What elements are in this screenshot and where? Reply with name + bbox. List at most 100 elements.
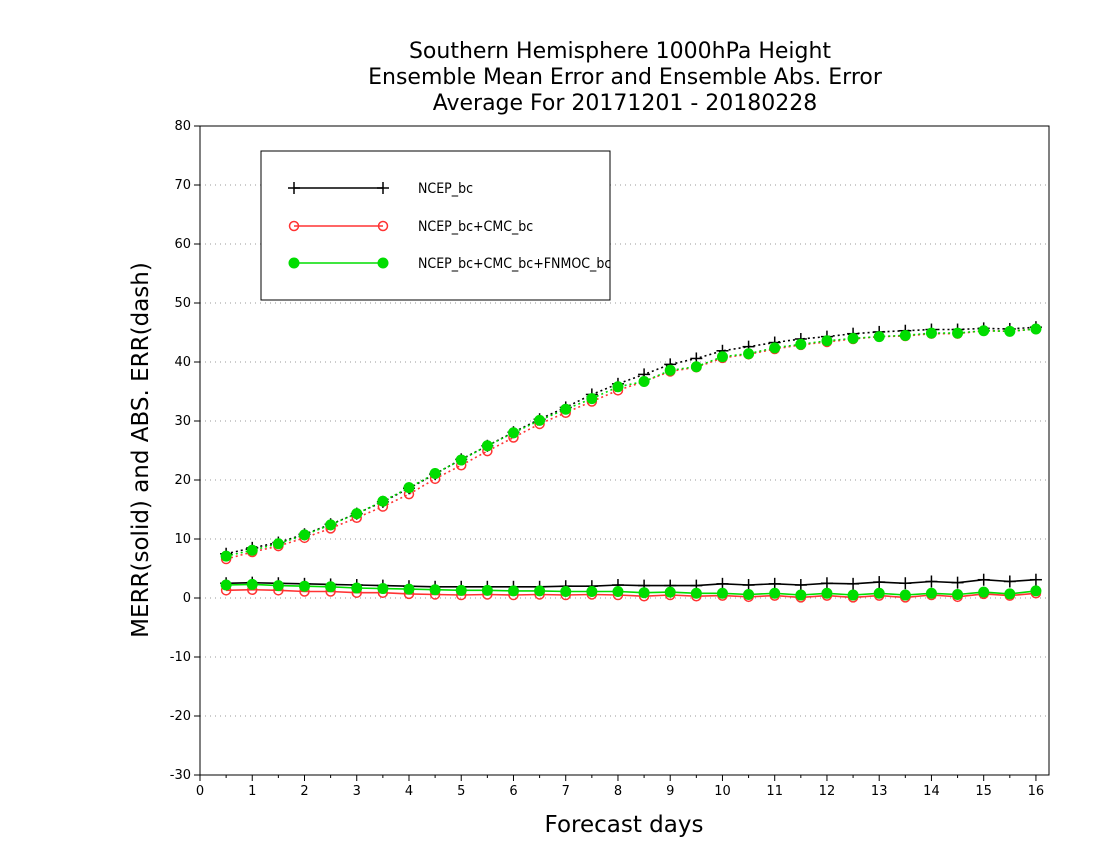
series-2-merr-point [586, 586, 598, 598]
series-2-merr-point [847, 589, 859, 601]
legend-marker-open-circle-icon [288, 220, 300, 232]
series-2-abs-err-point [1004, 325, 1016, 337]
series-2-merr-point [246, 578, 258, 590]
series-2-abs-err-point [586, 393, 598, 405]
x-tick-label: 7 [562, 784, 570, 799]
x-tick-label: 0 [196, 784, 204, 799]
series-0-merr-point [925, 575, 938, 588]
legend: NCEP_bc NCEP_bc+CMC_bc NCEP_bc+CMC_bc+FN… [260, 150, 611, 301]
x-tick-label: 11 [766, 784, 783, 799]
title-line-3: Average For 20171201 - 20180228 [433, 91, 818, 116]
series-2-merr-point [560, 586, 572, 598]
series-2-merr-point [220, 579, 232, 591]
legend-label-ncep-cmc: NCEP_bc+CMC_bc [418, 219, 533, 235]
series-2-merr-point [377, 583, 389, 595]
series-2-abs-err-point [534, 414, 546, 426]
legend-label-ncep-bc: NCEP_bc [418, 181, 473, 197]
series-2-merr-point [769, 587, 781, 599]
series-2-abs-err-point [978, 325, 990, 337]
x-tick-label: 6 [509, 784, 517, 799]
series-2-abs-err-point [272, 538, 284, 550]
series-0-merr-point [951, 576, 964, 589]
series-2-abs-err-point [821, 335, 833, 347]
y-tick-label: 0 [183, 591, 191, 606]
series [220, 321, 1042, 603]
y-tick-label: 60 [174, 237, 191, 252]
series-2-abs-err-point [325, 519, 337, 531]
series-0-merr-point [873, 576, 886, 589]
series-2-merr-point [1030, 585, 1042, 597]
y-tick-label: -20 [170, 709, 191, 724]
series-2-abs-err-point [769, 342, 781, 354]
legend-item-ncep-cmc: NCEP_bc+CMC_bc [288, 219, 533, 235]
series-2-merr-point [272, 580, 284, 592]
x-tick-label: 5 [457, 784, 465, 799]
series-2-abs-err-point [403, 482, 415, 494]
series-1-merr-line [226, 588, 1036, 599]
series-2-merr-point [507, 585, 519, 597]
x-tick-label: 3 [353, 784, 361, 799]
series-2-merr-point [429, 584, 441, 596]
legend-marker-point [377, 220, 389, 232]
x-tick-label: 10 [714, 784, 731, 799]
series-2-abs-err-point [246, 544, 258, 556]
legend-marker-filled-circle-icon [288, 257, 300, 269]
legend-marker-plus-icon [377, 182, 389, 194]
series-2-abs-err-point [481, 440, 493, 452]
series-2-abs-err-point [377, 495, 389, 507]
y-tick-label: 20 [174, 473, 191, 488]
series-2-abs-err-point [925, 327, 937, 339]
series-2-abs-err-point [612, 381, 624, 393]
series-2-merr-point [534, 585, 546, 597]
series-2-merr-point [925, 587, 937, 599]
series-2-abs-err-point [743, 348, 755, 360]
series-0-merr-point [1029, 573, 1042, 586]
series-0-abs-err-line [225, 326, 1036, 555]
y-tick-label: 30 [174, 414, 191, 429]
legend-marker-plus-icon [288, 182, 300, 194]
x-tick-label: 4 [405, 784, 413, 799]
series-0-merr-point [820, 577, 833, 590]
series-0-merr-point [847, 577, 860, 590]
series-2-merr-point [952, 588, 964, 600]
legend-label-ncep-cmc-fnmoc: NCEP_bc+CMC_bc+FNMOC_bc [418, 256, 611, 272]
series-0-merr-point [899, 577, 912, 590]
series-2-merr-point [455, 584, 467, 596]
x-tick-label: 13 [871, 784, 888, 799]
x-tick-label: 1 [248, 784, 256, 799]
series-2-abs-err-point [560, 403, 572, 415]
series-2-abs-err-point [351, 508, 363, 520]
series-2-merr-point [351, 582, 363, 594]
series-2-abs-err-point [1030, 323, 1042, 335]
series-2-merr-point [612, 586, 624, 598]
series-2-abs-err-point [455, 454, 467, 466]
series-1-abs-err-line [225, 328, 1036, 560]
x-axis-label: Forecast days [545, 812, 704, 838]
series-2-merr-point [298, 580, 310, 592]
legend-item-ncep-cmc-fnmoc: NCEP_bc+CMC_bc+FNMOC_bc [288, 256, 611, 272]
series-2-abs-err-point [795, 338, 807, 350]
y-tick-label: 80 [174, 119, 191, 134]
y-tick-label: 10 [174, 532, 191, 547]
series-2-abs-err-point [952, 327, 964, 339]
legend-marker-filled-circle-icon [377, 257, 389, 269]
series-2-abs-err-point [690, 361, 702, 373]
series-2-merr-point [1004, 588, 1016, 600]
series-2-abs-err-point [638, 375, 650, 387]
series-2-abs-err-point [507, 427, 519, 439]
legend-marker-point [288, 220, 300, 232]
plot-frame [199, 125, 1050, 776]
title-line-2: Ensemble Mean Error and Ensemble Abs. Er… [368, 65, 883, 90]
series-2-abs-err-point [899, 329, 911, 341]
series-2-abs-err-line [225, 328, 1036, 557]
series-2-merr-point [821, 587, 833, 599]
series-2-abs-err-point [873, 331, 885, 343]
series-2-merr-point [716, 587, 728, 599]
series-2-merr-point [743, 588, 755, 600]
x-tick-label: 16 [1028, 784, 1045, 799]
x-tick-label: 9 [666, 784, 674, 799]
series-0-merr-point [1003, 575, 1016, 588]
series-2-abs-err-point [220, 550, 232, 562]
